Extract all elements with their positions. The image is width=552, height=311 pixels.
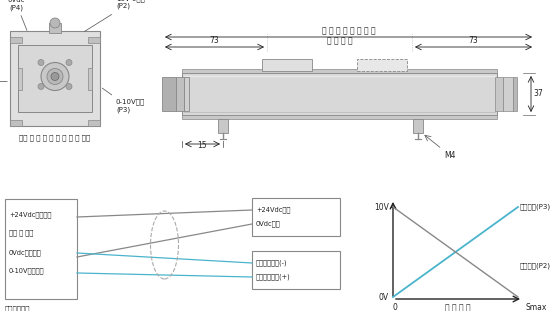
Bar (10, 31, 100, 126)
Text: 37: 37 (533, 90, 543, 99)
Bar (10, 37, 22, 43)
Text: 0Vdc电源: 0Vdc电源 (256, 221, 280, 227)
Bar (357, 59, 407, 71)
Bar (182, 69, 497, 73)
Circle shape (51, 72, 59, 81)
Text: 0Vdc
(P4): 0Vdc (P4) (7, 0, 25, 11)
Text: 15: 15 (197, 141, 207, 150)
Bar (262, 59, 312, 71)
Bar (10, 120, 22, 126)
Bar (513, 77, 517, 111)
Text: 有 效 行 程 ＋ １ ８ ２: 有 效 行 程 ＋ １ ８ ２ (322, 26, 375, 35)
Bar (182, 73, 497, 115)
Bar (5, 199, 77, 299)
Bar (182, 115, 497, 119)
Text: 电压模拟输入(+): 电压模拟输入(+) (256, 274, 291, 280)
Bar (503, 77, 513, 111)
Text: +24Vdc电源: +24Vdc电源 (256, 207, 290, 213)
Text: 0-10V信号输出: 0-10V信号输出 (9, 268, 45, 274)
Text: 逆向测量(P2): 逆向测量(P2) (520, 262, 551, 269)
Bar (176, 77, 184, 111)
Text: （传 感 器）: （传 感 器） (9, 230, 33, 236)
Text: 有 效 行 程: 有 效 行 程 (445, 303, 471, 311)
Text: 73: 73 (210, 36, 219, 45)
Bar (88, 37, 100, 43)
Bar (88, 120, 100, 126)
Bar (49, 23, 61, 33)
Text: 正向测量(P3): 正向测量(P3) (520, 204, 551, 210)
Circle shape (66, 59, 72, 66)
Bar (413, 119, 423, 133)
Circle shape (50, 18, 60, 28)
Text: 有 效 行 程: 有 效 行 程 (327, 36, 352, 45)
Text: 0-10V输出
(P3): 0-10V输出 (P3) (116, 99, 145, 113)
Bar (495, 77, 503, 111)
Circle shape (38, 83, 44, 90)
Text: 10V: 10V (374, 202, 389, 211)
Bar (252, 198, 340, 236)
Circle shape (66, 83, 72, 90)
Circle shape (41, 63, 69, 91)
Bar (218, 119, 228, 133)
Text: M4: M4 (444, 151, 455, 160)
Text: 0V: 0V (379, 294, 389, 303)
Text: 10V-0输出
(P2): 10V-0输出 (P2) (116, 0, 145, 9)
Bar (162, 77, 176, 111)
Text: （连接示例）: （连接示例） (5, 305, 30, 311)
Circle shape (47, 68, 63, 85)
Text: 73: 73 (469, 36, 479, 45)
Text: 电压模拟输入(-): 电压模拟输入(-) (256, 260, 288, 266)
Bar (18, 45, 92, 112)
Bar (252, 251, 340, 289)
Text: 0: 0 (392, 303, 397, 311)
Bar (184, 77, 189, 111)
Bar (88, 68, 92, 90)
Text: Smax: Smax (525, 303, 546, 311)
Text: 0Vdc电源输入: 0Vdc电源输入 (9, 250, 41, 256)
Text: +24Vdc电源输入: +24Vdc电源输入 (9, 212, 51, 218)
Circle shape (38, 59, 44, 66)
Bar (18, 68, 22, 90)
Text: （望 向 传 感 器 头 插 座 方 向）: （望 向 传 感 器 头 插 座 方 向） (19, 134, 91, 141)
